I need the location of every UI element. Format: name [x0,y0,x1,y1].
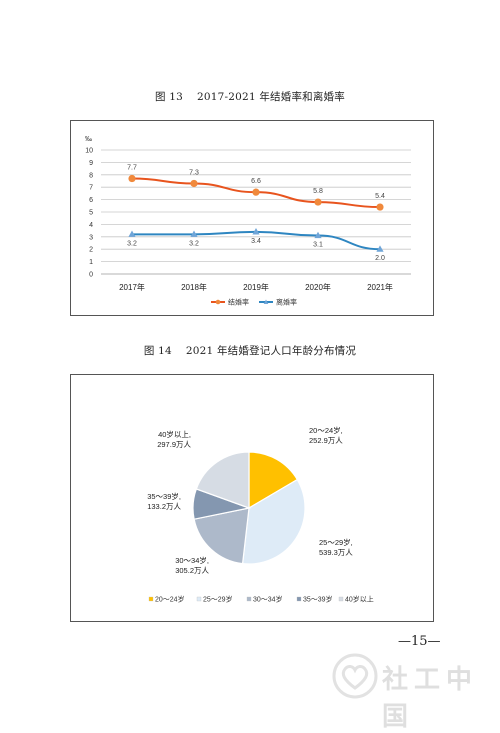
page-number: —15— [398,634,441,649]
data-label: 3.2 [127,240,137,247]
y-tick-label: 0 [89,272,93,279]
pie-chart-panel: 20～24岁, 252.9万人 25～29岁, 539.3万人 30～34岁, 305.2… [70,374,434,622]
legend-swatch [296,596,302,602]
legend-swatch [338,596,344,602]
legend-label: 35～39岁 [303,595,333,604]
data-point-marker [190,179,198,188]
x-tick-label: 2019年 [243,282,269,292]
y-tick-label: 7 [89,185,93,192]
y-tick-label: 2 [89,247,93,254]
y-tick-label: 6 [89,197,93,204]
data-label: 5.4 [375,193,385,200]
figure-14-caption: 图 14 2021 年结婚登记人口年龄分布情况 [0,343,500,358]
legend-marker [263,299,269,304]
y-tick-label: 5 [89,210,93,217]
figure-13-caption: 图 13 2017-2021 年结婚率和离婚率 [0,89,500,104]
figure-13-title: 2017-2021 年结婚率和离婚率 [197,91,345,103]
x-tick-label: 2017年 [119,282,145,292]
slice-label: 539.3万人 [319,548,353,557]
legend-swatch [148,596,154,602]
slice-label: 297.9万人 [157,440,191,449]
data-label: 3.2 [189,240,199,247]
data-point-marker [314,198,322,206]
slice-label: 252.9万人 [309,436,343,445]
data-label: 6.6 [251,178,261,185]
legend-swatch [196,596,202,602]
data-point-marker [190,230,198,237]
slice-label: 35～39岁, [147,491,181,501]
pie-slice [193,507,250,565]
figure-13-number: 图 13 [155,91,184,103]
legend-label: 20～24岁 [155,595,185,604]
slice-label: 305.2万人 [175,566,209,575]
data-point-marker [376,245,384,252]
x-tick-label: 2020年 [305,282,331,292]
legend-label: 40岁以上 [345,595,374,604]
y-tick-label: 4 [89,222,93,229]
data-point-marker [314,231,322,239]
x-tick-label: 2018年 [181,282,207,292]
legend-label: 离婚率 [276,298,297,307]
pie-slice [195,451,250,509]
data-label: 7.7 [127,165,137,172]
watermark-logo-text: 社工中国 [382,665,479,732]
slice-label: 20～24岁, [309,425,343,435]
data-label: 7.3 [189,169,199,176]
x-tick-label: 2021年 [367,282,393,292]
pie-slice [241,478,306,565]
data-point-marker [128,174,136,183]
slice-label: 40岁以上, [158,429,191,439]
legend-label: 结婚率 [228,298,249,307]
pie-slice [248,451,299,510]
pie-chart: 20～24岁,252.9万人 25～29岁,539.3万人 30～34岁,305.2… [147,425,374,604]
slice-label: 133.2万人 [147,502,181,511]
data-label: 3.4 [251,238,261,245]
legend-label: 30～34岁 [253,595,283,604]
data-label: 3.1 [313,242,323,249]
y-tick-label: 8 [89,172,93,179]
data-point-marker [128,230,136,237]
figure-14-number: 图 14 [143,345,172,357]
y-unit-label: ‰ [85,136,92,143]
data-label: 2.0 [375,255,385,262]
slice-label: 25～29岁, [319,537,353,547]
line-chart-panel: ‰ 0 1 2 3 4 5 6 7 8 9 10 2017年 2018年 2019年 2020年 2021年 7.… [70,120,434,316]
legend-swatch [246,596,252,602]
data-point-marker [376,203,384,211]
line-chart: ‰ 0 1 2 3 4 5 6 7 8 9 10 2017年 2018年 2019年 2020年 2021年 7.… [85,136,411,307]
data-label: 5.8 [313,188,323,195]
y-tick-label: 3 [89,234,93,241]
data-point-marker [252,188,260,196]
y-tick-label: 9 [89,160,93,167]
legend-label: 25～29岁 [203,595,233,604]
y-tick-label: 10 [85,148,93,155]
data-point-marker [252,228,260,235]
watermark-logo-icon [332,653,378,699]
legend-marker [215,299,221,305]
y-tick-label: 1 [89,259,93,266]
slice-label: 30～34岁, [175,555,209,565]
figure-14-title: 2021 年结婚登记人口年龄分布情况 [185,345,357,357]
